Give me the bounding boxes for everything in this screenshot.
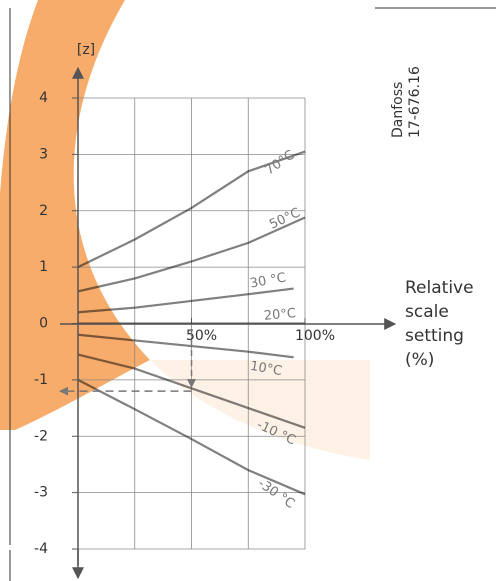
curve-label: 30 °C [249,270,287,291]
logo-arc [0,0,150,430]
curve [77,150,306,269]
y-tick-label: -3 [34,485,48,501]
curve-label: 50°C [267,205,302,232]
curve [77,353,306,429]
curve [77,287,294,314]
y-tick-label: -2 [34,428,48,444]
curve [77,216,306,293]
y-tick-label: 2 [39,203,48,219]
curve [77,378,306,496]
doc-number: 17-676.16 [407,66,423,138]
y-tick-label: 3 [39,146,48,162]
brand: Danfoss [390,82,406,138]
x-axis-label: setting [405,326,464,346]
x-axis-label: Relative [405,278,474,298]
logo-fade [150,360,370,460]
y-tick-label: 1 [39,259,48,275]
x-tick-label: 50% [186,328,217,344]
y-axis-label: [z] [77,42,95,58]
y-tick-label: 0 [39,316,48,332]
y-tick-label: -4 [34,541,48,557]
y-tick-label: 4 [39,90,48,106]
x-axis-label: (%) [405,350,434,370]
curve-label: 70°C [263,148,298,179]
x-axis-label: scale [405,302,449,322]
x-tick-label: 100% [295,328,335,344]
curve-label: 20°C [263,306,296,324]
curve [77,333,294,359]
y-tick-label: -1 [34,372,48,388]
curve-label: 10°C [249,359,283,379]
